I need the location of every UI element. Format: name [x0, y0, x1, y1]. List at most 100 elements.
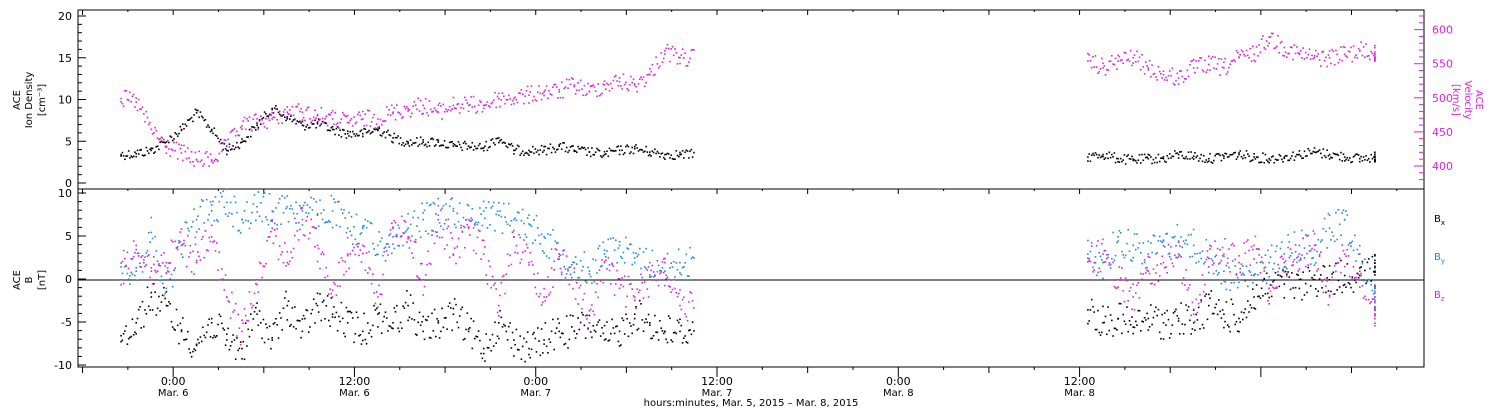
- top-black-point-texture: [1283, 157, 1286, 160]
- top-magenta-point-texture: [1321, 51, 1323, 53]
- top-black-point-texture: [1148, 154, 1151, 156]
- top-magenta-point-texture: [1163, 79, 1166, 81]
- bottom-by-point-texture: [158, 264, 160, 266]
- bottom-bz-point-texture: [130, 258, 132, 260]
- top-black-point-texture: [364, 128, 367, 131]
- top-black-point-texture: [613, 150, 616, 152]
- bottom-bx-point-texture: [1204, 295, 1206, 297]
- top-magenta-point-texture: [683, 57, 685, 59]
- bottom-by-point-texture: [155, 250, 158, 252]
- bottom-bz-point-texture: [284, 242, 286, 244]
- top-black-point-texture: [382, 132, 384, 135]
- top-magenta-point-texture: [562, 96, 564, 99]
- bottom-bx-point-texture: [1255, 284, 1258, 286]
- bottom-bx-point-texture: [1229, 330, 1231, 333]
- bottom-by-point: [1132, 244, 1134, 247]
- bottom-by-point-texture: [500, 215, 503, 218]
- top-black-point-texture: [299, 120, 301, 123]
- bottom-bx-point-texture: [141, 300, 144, 303]
- top-black-point-texture: [1118, 161, 1121, 163]
- top-magenta-point-texture: [1307, 53, 1309, 56]
- top-magenta-point-texture: [129, 91, 131, 94]
- top-black-point-texture: [1248, 155, 1250, 157]
- top-magenta-point-texture: [568, 78, 571, 81]
- bottom-by-point-texture: [219, 192, 222, 194]
- bottom-by-point-texture: [1205, 238, 1208, 241]
- top-black-point-texture: [616, 146, 618, 148]
- top-black-point-texture: [349, 131, 351, 133]
- top-magenta-point-texture: [1291, 46, 1293, 49]
- top-black-point-texture: [333, 128, 335, 131]
- top-black-point-texture: [1121, 160, 1123, 163]
- bottom-bx-point-texture: [553, 348, 555, 351]
- top-magenta-point-texture: [1180, 70, 1182, 72]
- bottom-bz-point-texture: [1209, 248, 1211, 250]
- top-magenta-point-texture: [469, 104, 471, 106]
- top-black-point-texture: [393, 132, 396, 135]
- bottom-bx-point-texture: [555, 327, 558, 329]
- top-magenta-point-texture: [1347, 50, 1350, 52]
- top-black-point-texture: [1265, 159, 1268, 161]
- top-magenta-point-texture: [494, 91, 496, 94]
- top-magenta-point-texture: [1218, 58, 1220, 60]
- bottom-bz-point-texture: [195, 259, 198, 262]
- bottom-by-point-texture: [1123, 256, 1126, 259]
- top-magenta-point: [1313, 56, 1316, 59]
- bottom-bz-point-texture: [1309, 249, 1312, 252]
- top-black-point-texture: [1108, 151, 1111, 154]
- top-magenta-point-texture: [631, 81, 633, 84]
- bottom-by-point-texture: [659, 269, 661, 272]
- bottom-bz-point-texture: [443, 248, 446, 250]
- bottom-by-point-texture: [1374, 296, 1376, 298]
- bottom-by-point: [256, 205, 258, 208]
- bottom-bx-point: [1177, 317, 1180, 320]
- top-black-point-texture: [1325, 156, 1327, 159]
- top-magenta-point-texture: [1323, 60, 1326, 62]
- bottom-bx-point-texture: [222, 327, 224, 330]
- bottom-bx-point-texture: [1289, 288, 1292, 291]
- bottom-bx-point-texture: [613, 332, 616, 335]
- bottom-bz-point-texture: [470, 220, 472, 223]
- bottom-by-point-texture: [363, 224, 365, 227]
- top-black-point-texture: [164, 142, 166, 144]
- top-black-point-texture: [1116, 157, 1118, 160]
- bottom-bx-point-texture: [1330, 290, 1332, 293]
- bottom-bx-point-texture: [534, 337, 537, 340]
- bottom-by-point-texture: [681, 266, 684, 269]
- top-black-point-texture: [392, 141, 394, 144]
- top-magenta-point-texture: [1298, 52, 1301, 55]
- bottom-bx-point-texture: [1361, 260, 1364, 263]
- top-black-point-texture: [679, 151, 681, 154]
- bottom-by-point-texture: [212, 200, 214, 203]
- bottom-by-point-texture: [297, 222, 300, 224]
- top-black-point-texture: [1195, 156, 1197, 159]
- top-black-point-texture: [1180, 150, 1182, 153]
- bottom-bx-point-texture: [168, 301, 170, 303]
- bottom-bx-point-texture: [423, 338, 426, 341]
- top-black-point-texture: [559, 143, 562, 145]
- bottom-bx-point-texture: [375, 307, 378, 310]
- bottom-bz-point-texture: [357, 246, 359, 248]
- top-black-point: [195, 112, 198, 114]
- top-magenta-point-texture: [1156, 79, 1158, 81]
- bottom-by-point-texture: [1128, 250, 1131, 252]
- bottom-by-point-texture: [1220, 282, 1223, 285]
- top-magenta-point-texture: [1228, 66, 1230, 69]
- top-black-point-texture: [1367, 157, 1370, 160]
- bottom-bz-point-texture: [253, 292, 256, 295]
- top-black-point-texture: [1240, 156, 1243, 158]
- top-magenta-point-texture: [1342, 46, 1345, 48]
- bottom-bz-point-texture: [607, 256, 610, 259]
- bottom-bx-point-texture: [662, 332, 665, 335]
- bottom-by-point-texture: [407, 213, 409, 215]
- bottom-by-point-texture: [276, 224, 278, 226]
- bottom-bz-point-texture: [573, 267, 576, 269]
- bottom-by-point-texture: [338, 200, 340, 203]
- bottom-by-point-texture: [1255, 261, 1258, 264]
- top-black-point-texture: [608, 147, 611, 150]
- bottom-bx-point: [1208, 304, 1210, 307]
- bottom-bx-point-texture: [1104, 315, 1107, 318]
- bottom-bz-point-texture: [684, 313, 686, 315]
- bottom-bx-point-texture: [1258, 295, 1260, 297]
- top-magenta-point-texture: [1315, 49, 1317, 52]
